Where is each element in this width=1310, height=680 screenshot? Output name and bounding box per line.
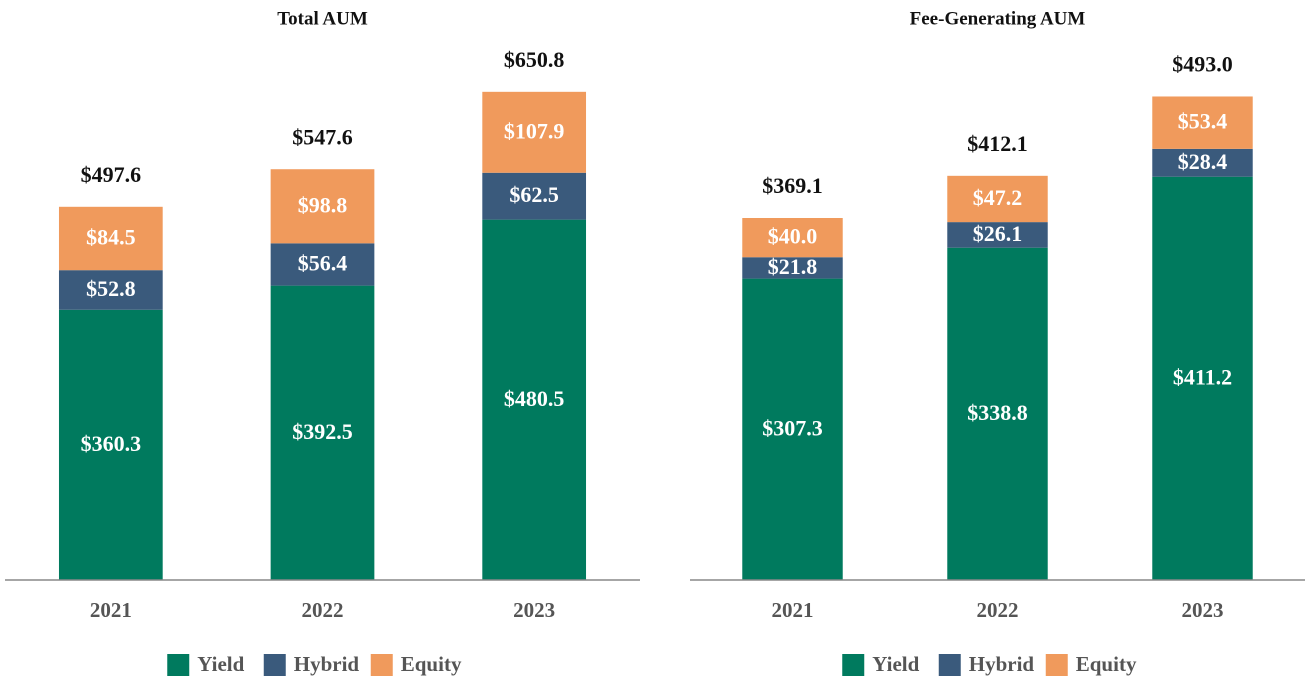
bar-segment [742,257,843,279]
total-label: $493.0 [1172,52,1233,77]
x-tick-label: 2021 [772,598,814,622]
value-label: $21.8 [768,254,818,279]
value-label: $56.4 [298,251,348,276]
value-label: $28.4 [1178,149,1228,174]
legend-swatch [842,654,865,676]
value-label: $392.5 [292,419,353,444]
value-label: $62.5 [509,182,559,207]
total-label: $547.6 [292,124,353,149]
value-label: $40.0 [768,224,818,249]
value-label: $26.1 [973,221,1023,246]
value-label: $360.3 [81,431,142,456]
chart-title: Fee-Generating AUM [910,8,1086,29]
bar-segment [58,206,163,271]
legend-label: Equity [1076,652,1137,676]
legend-label: Yield [197,652,244,676]
value-label: $98.8 [298,192,348,217]
legend-label: Hybrid [969,652,1035,676]
bar-segment [58,270,163,310]
bar-segment [1152,176,1253,580]
bar-segment [742,278,843,580]
legend-swatch [263,654,286,676]
bar-segment [1152,148,1253,177]
chart-title: Total AUM [277,8,368,29]
bar-segment [947,175,1048,223]
value-label: $84.5 [86,225,136,250]
bar-segment [1152,96,1253,149]
x-tick-label: 2022 [977,598,1019,622]
x-tick-label: 2021 [90,598,132,622]
bar-segment [270,285,375,580]
legend-swatch [938,654,961,676]
bar-segment [482,219,587,580]
value-label: $338.8 [967,400,1028,425]
legend-label: Equity [401,652,462,676]
value-label: $52.8 [86,276,136,301]
value-label: $53.4 [1178,109,1228,134]
bar-segment [742,217,843,258]
legend-label: Hybrid [294,652,360,676]
x-tick-label: 2023 [1182,598,1224,622]
bar-segment [482,172,587,220]
total-label: $412.1 [967,131,1028,156]
legend-swatch [167,654,190,676]
total-label: $497.6 [81,162,142,187]
total-label: $369.1 [762,173,823,198]
bar-segment [947,247,1048,580]
bar-segment [947,222,1048,248]
bar-segment [58,309,163,580]
legend-label: Yield [872,652,919,676]
bar-segment [270,243,375,286]
value-label: $411.2 [1173,364,1232,389]
bar-segment [482,91,587,173]
value-label: $107.9 [504,118,565,143]
legend-swatch [1045,654,1068,676]
total-label: $650.8 [504,47,565,72]
x-tick-label: 2022 [302,598,344,622]
x-tick-label: 2023 [513,598,555,622]
value-label: $47.2 [973,185,1023,210]
value-label: $480.5 [504,386,565,411]
value-label: $307.3 [762,415,823,440]
bar-segment [270,169,375,244]
legend-swatch [370,654,393,676]
